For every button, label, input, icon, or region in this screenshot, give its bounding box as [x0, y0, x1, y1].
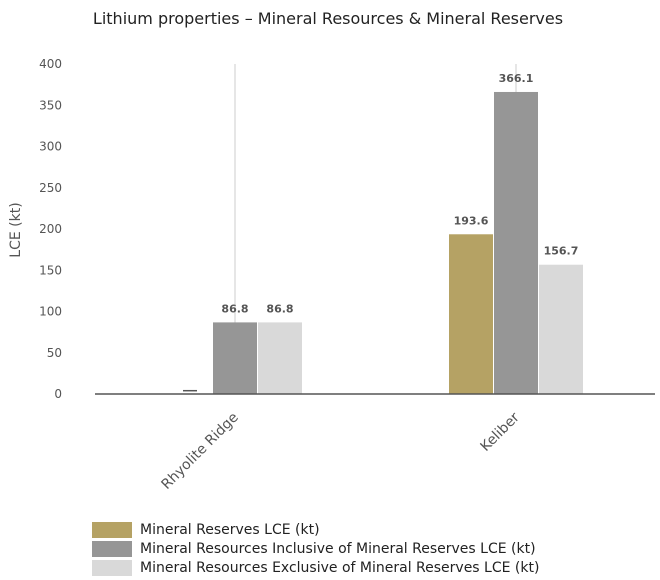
legend-label-resources-exclusive: Mineral Resources Exclusive of Mineral R…: [140, 559, 540, 576]
bar-1-0: [213, 322, 257, 394]
data-label-1-1: 366.1: [499, 72, 534, 85]
legend-item-reserves[interactable]: Mineral Reserves LCE (kt): [92, 520, 539, 539]
data-label-2-0: 86.8: [266, 302, 293, 315]
bar-0-1: [449, 234, 493, 394]
y-tick-label-250: 250: [39, 181, 62, 195]
legend-swatch-resources-exclusive: [92, 559, 132, 576]
data-label-1-0: 86.8: [221, 302, 248, 315]
y-tick-label-200: 200: [39, 222, 62, 236]
data-label-2-1: 156.7: [544, 245, 579, 258]
y-axis-label: LCE (kt): [8, 202, 24, 257]
x-tick-label-0: Rhyolite Ridge: [159, 410, 242, 493]
y-tick-label-100: 100: [39, 305, 62, 319]
y-tick-label-150: 150: [39, 263, 62, 277]
legend-label-resources-inclusive: Mineral Resources Inclusive of Mineral R…: [140, 540, 536, 557]
legend-label-reserves: Mineral Reserves LCE (kt): [140, 521, 320, 538]
bar-1-1: [494, 91, 538, 394]
y-tick-label-350: 350: [39, 98, 62, 112]
legend-swatch-resources-inclusive: [92, 540, 132, 557]
bar-2-0: [258, 322, 302, 394]
y-tick-label-400: 400: [39, 57, 62, 71]
legend-swatch-reserves: [92, 521, 132, 538]
x-tick-label-1: Keliber: [477, 409, 523, 455]
chart-title: Lithium properties – Mineral Resources &…: [93, 9, 563, 28]
legend-item-resources-inclusive[interactable]: Mineral Resources Inclusive of Mineral R…: [92, 539, 539, 558]
data-label-0-1: 193.6: [454, 214, 489, 227]
legend-item-resources-exclusive[interactable]: Mineral Resources Exclusive of Mineral R…: [92, 558, 539, 577]
plot-area: 0 50 100 150 200 250 300 350 400 193.6 86.8 366.1 86…: [39, 57, 655, 493]
y-tick-label-50: 50: [47, 346, 62, 360]
legend: Mineral Reserves LCE (kt) Mineral Resour…: [92, 520, 539, 577]
y-tick-label-0: 0: [54, 387, 62, 401]
bar-2-1: [539, 264, 583, 394]
y-tick-label-300: 300: [39, 140, 62, 154]
